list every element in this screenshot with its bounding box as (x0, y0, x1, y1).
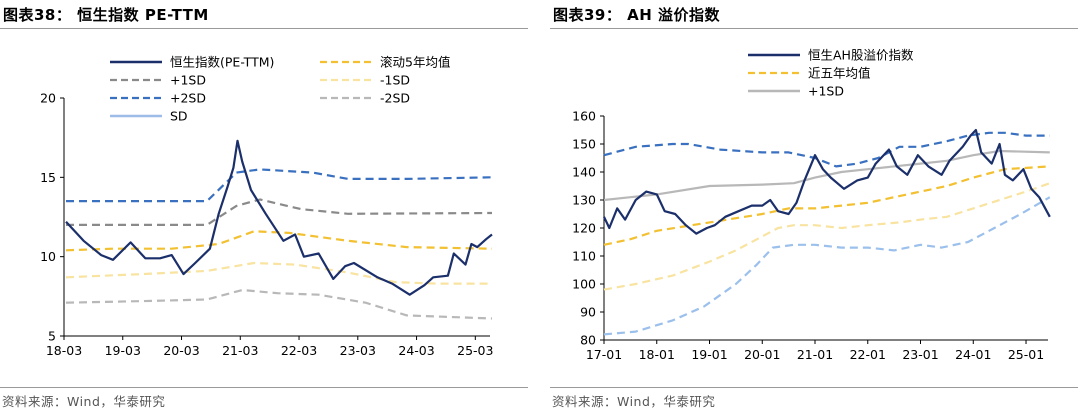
series-line (603, 128, 1051, 235)
x-tick-label: 18-03 (46, 343, 82, 358)
legend-label: -1SD (380, 73, 410, 88)
source-divider (550, 387, 1078, 388)
series-line (603, 149, 1050, 202)
legend-label: 恒生AH股溢价指数 (808, 48, 914, 63)
x-tick-label: 22-01 (850, 347, 886, 362)
legend-label: 近五年均值 (808, 66, 871, 81)
y-tick-label: 20 (40, 91, 56, 106)
y-tick-label: 90 (580, 305, 596, 320)
source-note: 资料来源：Wind，华泰研究 (552, 394, 716, 409)
y-tick-label: 10 (40, 249, 56, 264)
y-tick-label: 140 (572, 165, 596, 180)
hsi-pe-chart: 5 10 15 20 18-03 19-03 20-03 21-03 22-03 23-03 24-… (40, 55, 493, 359)
x-tick-label: 20-01 (744, 347, 780, 362)
legend-label: -2SD (380, 91, 410, 106)
x-tick-label: 24-03 (398, 343, 434, 358)
legend-label: SD (170, 109, 188, 124)
title-divider (0, 28, 528, 29)
series-line (603, 165, 1050, 246)
x-tick-label: 24-01 (955, 347, 991, 362)
series-line (65, 261, 492, 285)
figure-title: 恒生指数 PE-TTM (77, 6, 209, 24)
x-tick-label: 19-03 (105, 343, 141, 358)
y-tick-label: 130 (572, 193, 596, 208)
y-tick-label: 160 (572, 109, 596, 124)
y-tick-label: 80 (580, 333, 596, 348)
legend-label: 恒生指数(PE-TTM) (170, 55, 274, 70)
legend-label: +2SD (170, 91, 206, 106)
x-tick-label: 22-03 (281, 343, 317, 358)
chart-title: 图表39： AH 溢价指数 (553, 4, 720, 25)
x-tick-label: 25-03 (457, 343, 493, 358)
x-tick-label: 17-01 (586, 347, 622, 362)
ah-premium-chart: 80 90 100 110 120 130 140 150 160 17-01 18-01 19-01… (572, 48, 1051, 362)
legend-label: +1SD (170, 73, 206, 88)
figure-title: AH 溢价指数 (627, 6, 720, 24)
x-tick-label: 21-01 (797, 347, 833, 362)
series-line (65, 230, 493, 252)
series-line (66, 198, 493, 226)
y-tick-label: 120 (572, 221, 596, 236)
y-tick-label: 100 (572, 277, 596, 292)
series-line (603, 131, 1050, 168)
panel-ah-premium: 图表39： AH 溢价指数 80 90 100 110 120 130 140 150 160 1… (550, 0, 1080, 415)
x-tick-label: 20-03 (163, 343, 199, 358)
legend-label: 滚动5年均值 (380, 55, 450, 70)
series-line (603, 182, 1051, 291)
panel-hsi-pe: 图表38： 恒生指数 PE-TTM 5 10 15 20 18-03 19-03 20-03… (0, 0, 530, 415)
x-tick-label: 19-01 (691, 347, 727, 362)
legend-label: +1SD (808, 84, 844, 99)
x-tick-label: 21-03 (222, 343, 258, 358)
figure-label: 图表38： (3, 6, 72, 24)
x-tick-label: 23-03 (340, 343, 376, 358)
series-line (65, 288, 493, 320)
y-tick-label: 15 (40, 170, 56, 185)
source-divider (0, 387, 528, 388)
y-tick-label: 150 (572, 137, 596, 152)
chart-title: 图表38： 恒生指数 PE-TTM (3, 4, 209, 25)
source-note: 资料来源：Wind，华泰研究 (2, 394, 166, 409)
x-tick-label: 18-01 (639, 347, 675, 362)
series-line (66, 168, 493, 203)
y-tick-label: 5 (48, 329, 56, 344)
x-tick-label: 25-01 (1008, 347, 1044, 362)
series-line (65, 139, 493, 296)
title-divider (550, 28, 1078, 29)
series-line (603, 196, 1051, 336)
y-tick-label: 110 (572, 249, 596, 264)
x-tick-label: 23-01 (902, 347, 938, 362)
figure-label: 图表39： (553, 6, 622, 24)
